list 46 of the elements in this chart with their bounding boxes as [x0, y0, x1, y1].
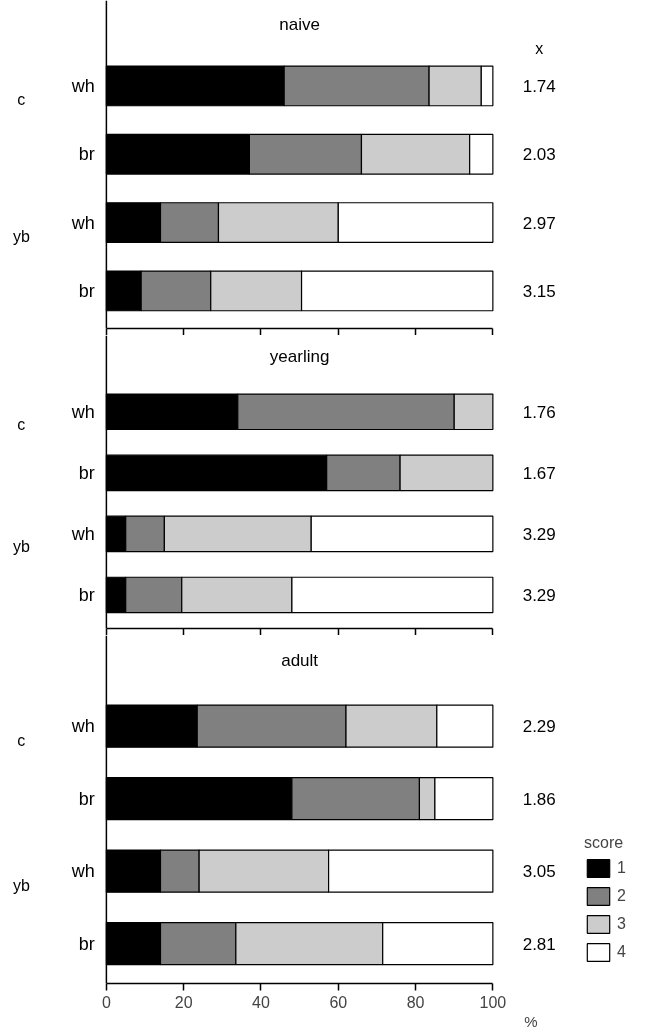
text: 1.67	[522, 463, 556, 483]
legend-label: 4	[617, 943, 627, 961]
legend-label: 2	[617, 887, 627, 905]
text: c	[17, 91, 26, 109]
x-tick-label: 80	[406, 993, 425, 1011]
legend-label: 3	[617, 915, 627, 933]
text: 1.86	[522, 789, 556, 809]
text: 2.29	[522, 717, 556, 737]
text: 3.29	[522, 585, 556, 605]
y-tick-label: wh	[70, 401, 95, 422]
y-tick-label: br	[78, 788, 95, 809]
y-tick-label: br	[78, 462, 95, 483]
y-tick-label: br	[78, 280, 95, 301]
y-tick-label: wh	[70, 75, 95, 96]
text: 3.05	[522, 862, 556, 882]
text: c	[17, 415, 26, 433]
text: adult	[281, 651, 319, 671]
y-tick-label: br	[78, 144, 95, 165]
legend-label: 1	[617, 859, 627, 877]
text: x	[535, 39, 544, 57]
text: 3.15	[522, 281, 556, 301]
y-tick-label: wh	[70, 861, 95, 882]
text: naive	[279, 14, 320, 34]
y-tick-label: wh	[70, 212, 95, 233]
text: yearling	[269, 347, 330, 367]
y-tick-label: wh	[70, 716, 95, 737]
legend-title: score	[584, 834, 625, 852]
text: 3.29	[522, 524, 556, 544]
x-tick-label: 60	[329, 993, 348, 1011]
x-tick-label: 0	[101, 993, 111, 1011]
text: c	[17, 732, 26, 750]
y-tick-label: wh	[70, 523, 95, 544]
text: yb	[12, 537, 30, 555]
text: yb	[12, 227, 30, 245]
text: 2.97	[522, 213, 556, 233]
x-axis-title: %	[524, 1012, 538, 1029]
text: yb	[12, 877, 30, 895]
text: 1.74	[522, 76, 556, 96]
y-tick-label: br	[78, 584, 95, 605]
y-tick-label: br	[78, 933, 95, 954]
text: 2.03	[522, 145, 556, 165]
x-tick-label: 20	[174, 993, 193, 1011]
x-tick-label: 100	[479, 993, 507, 1011]
text: 1.76	[522, 402, 556, 422]
x-tick-label: 40	[252, 993, 270, 1011]
text: 2.81	[522, 934, 556, 954]
